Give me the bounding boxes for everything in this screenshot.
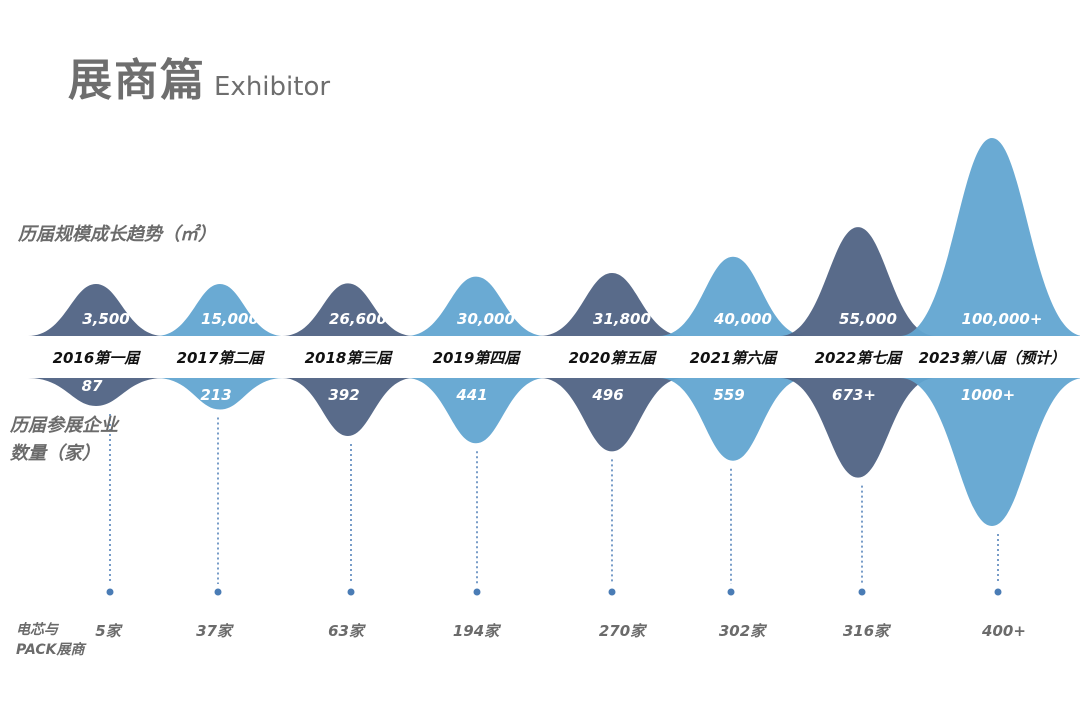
exhibitor-count-label: 历届参展企业 数量（家） (10, 412, 118, 468)
exhibitor-count-label-line2: 数量（家） (10, 443, 100, 464)
category-label-6: 2021第六届 (690, 349, 779, 367)
cell-pack-dot-5 (608, 588, 616, 596)
cell-pack-value-label-5: 270家 (599, 622, 648, 640)
exhibitor-count-bell-5 (540, 378, 684, 452)
cell-pack-label-line2: PACK展商 (16, 642, 85, 658)
cell-pack-value-label-7: 316家 (843, 622, 892, 640)
exhibitor-count-value-label-3: 392 (328, 386, 359, 404)
category-label-5: 2020第五届 (569, 349, 658, 367)
area-trend-bell-8 (900, 138, 1080, 336)
area-trend-bell-7 (780, 227, 936, 336)
area-trend-value-label-8: 100,000+ (962, 310, 1043, 328)
area-trend-bell-4 (406, 276, 546, 336)
exhibitor-count-bell-4 (406, 378, 546, 444)
exhibitor-count-bell-6 (659, 378, 807, 461)
area-trend-bell-1 (28, 284, 164, 336)
cell-pack-label-line1: 电芯与 (16, 622, 58, 638)
area-trend-value-label-7: 55,000 (839, 310, 897, 328)
exhibitor-count-value-label-2: 213 (200, 386, 231, 404)
cell-pack-value-label-4: 194家 (453, 622, 502, 640)
cell-pack-dot-2 (214, 588, 222, 596)
area-trend-bell-6 (659, 256, 807, 336)
cell-pack-dot-6 (727, 588, 735, 596)
area-trend-value-label-3: 26,600 (329, 310, 387, 328)
cell-pack-dot-1 (106, 588, 114, 596)
area-trend-label: 历届规模成长趋势（㎡） (18, 224, 216, 245)
exhibitor-count-label-line1: 历届参展企业 (10, 415, 118, 436)
cell-pack-dot-8 (994, 588, 1002, 596)
area-trend-bell-5 (540, 273, 684, 336)
cell-pack-dot-3 (347, 588, 355, 596)
cell-pack-dot-7 (858, 588, 866, 596)
area-trend-value-label-4: 30,000 (457, 310, 515, 328)
exhibitor-count-value-label-5: 496 (591, 386, 623, 404)
area-trend-value-label-1: 3,500 (82, 310, 129, 328)
exhibitor-count-bell-3 (282, 378, 414, 437)
cell-pack-dot-4 (473, 588, 481, 596)
area-trend-bell-2 (156, 284, 284, 336)
area-trend-bell-3 (282, 283, 414, 336)
area-trend-value-label-2: 15,000 (201, 310, 259, 328)
exhibitor-count-value-label-7: 673+ (832, 386, 876, 404)
exhibitor-count-value-label-6: 559 (713, 386, 744, 404)
page-title: 展商篇 Exhibitor (68, 44, 330, 108)
cell-pack-value-label-2: 37家 (196, 622, 235, 640)
exhibitor-count-series (28, 378, 1080, 526)
cell-pack-value-label-3: 63家 (328, 622, 367, 640)
exhibitor-count-bell-8 (900, 378, 1080, 526)
page-title-zh: 展商篇 (68, 55, 206, 106)
category-label-3: 2018第三届 (305, 349, 394, 367)
cell-pack-value-label-1: 5家 (95, 622, 123, 640)
category-label-1: 2016第一届 (53, 349, 142, 367)
exhibitor-count-bell-2 (156, 378, 284, 410)
exhibitor-count-value-label-8: 1000+ (961, 386, 1015, 404)
exhibitor-count-value-label-1: 87 (82, 377, 103, 395)
cell-pack-value-label-8: 400+ (981, 622, 1026, 640)
area-trend-value-label-5: 31,800 (593, 310, 651, 328)
page-title-en: Exhibitor (214, 72, 331, 102)
category-label-7: 2022第七届 (815, 349, 904, 367)
exhibitor-count-value-label-4: 441 (455, 386, 487, 404)
cell-pack-label: 电芯与 PACK展商 (16, 620, 85, 660)
cell-pack-value-label-6: 302家 (719, 622, 768, 640)
cell-pack-series: 5家 37家 63家 194家 270家 302家 316家 400+ (95, 414, 1026, 640)
exhibitor-count-bell-7 (780, 378, 936, 478)
category-label-8: 2023第八届（预计） (919, 349, 1066, 367)
category-label-4: 2019第四届 (433, 349, 522, 367)
category-label-2: 2017第二届 (177, 349, 266, 367)
area-trend-value-label-6: 40,000 (713, 310, 772, 328)
category-band (30, 341, 1080, 373)
exhibitor-count-bell-1 (28, 378, 164, 406)
area-trend-series (28, 138, 1080, 336)
